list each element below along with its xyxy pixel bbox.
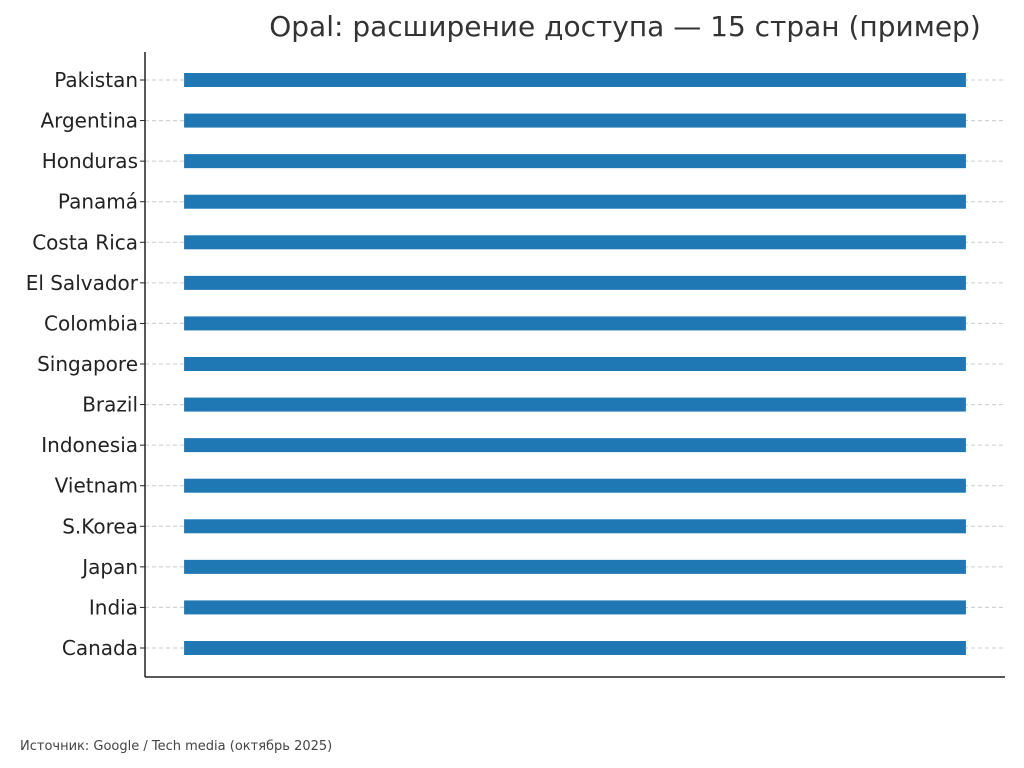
- y-tick-label: Singapore: [37, 352, 138, 376]
- chart-title: Opal: расширение доступа — 15 стран (при…: [269, 10, 981, 43]
- bar-pakistan: [184, 73, 966, 87]
- bar-s-korea: [184, 519, 966, 534]
- source-note: Источник: Google / Tech media (октябрь 2…: [20, 739, 333, 754]
- bar-singapore: [184, 357, 966, 371]
- y-ticks: [140, 79, 145, 649]
- bar-panam-: [184, 194, 966, 209]
- y-tick-label: Indonesia: [41, 433, 138, 457]
- bar-costa-rica: [184, 235, 966, 250]
- y-tick-label: India: [89, 595, 138, 619]
- y-tick-label: Costa Rica: [32, 230, 138, 254]
- bar-india: [184, 600, 966, 615]
- bar-colombia: [184, 316, 966, 331]
- y-tick-label: Pakistan: [54, 68, 138, 92]
- y-tick-label: Canada: [62, 636, 138, 660]
- bar-indonesia: [184, 438, 966, 453]
- bar-vietnam: [184, 478, 966, 493]
- bars: [184, 73, 966, 655]
- y-tick-label: Argentina: [40, 109, 138, 133]
- y-tick-label: Colombia: [44, 311, 138, 335]
- bar-el-salvador: [184, 275, 966, 290]
- y-tick-label: Japan: [80, 555, 138, 579]
- bar-canada: [184, 641, 966, 655]
- y-tick-label: Panamá: [58, 190, 138, 214]
- y-tick-label: El Salvador: [26, 271, 139, 295]
- y-tick-label: S.Korea: [62, 514, 138, 538]
- y-tick-label: Brazil: [82, 393, 138, 417]
- bar-japan: [184, 559, 966, 574]
- bar-brazil: [184, 397, 966, 412]
- y-tick-labels: Pakistan Argentina Honduras Panamá Costa Ric…: [26, 68, 139, 660]
- y-tick-label: Vietnam: [55, 474, 138, 498]
- bar-honduras: [184, 154, 966, 169]
- bar-argentina: [184, 113, 966, 128]
- y-tick-label: Honduras: [42, 149, 138, 173]
